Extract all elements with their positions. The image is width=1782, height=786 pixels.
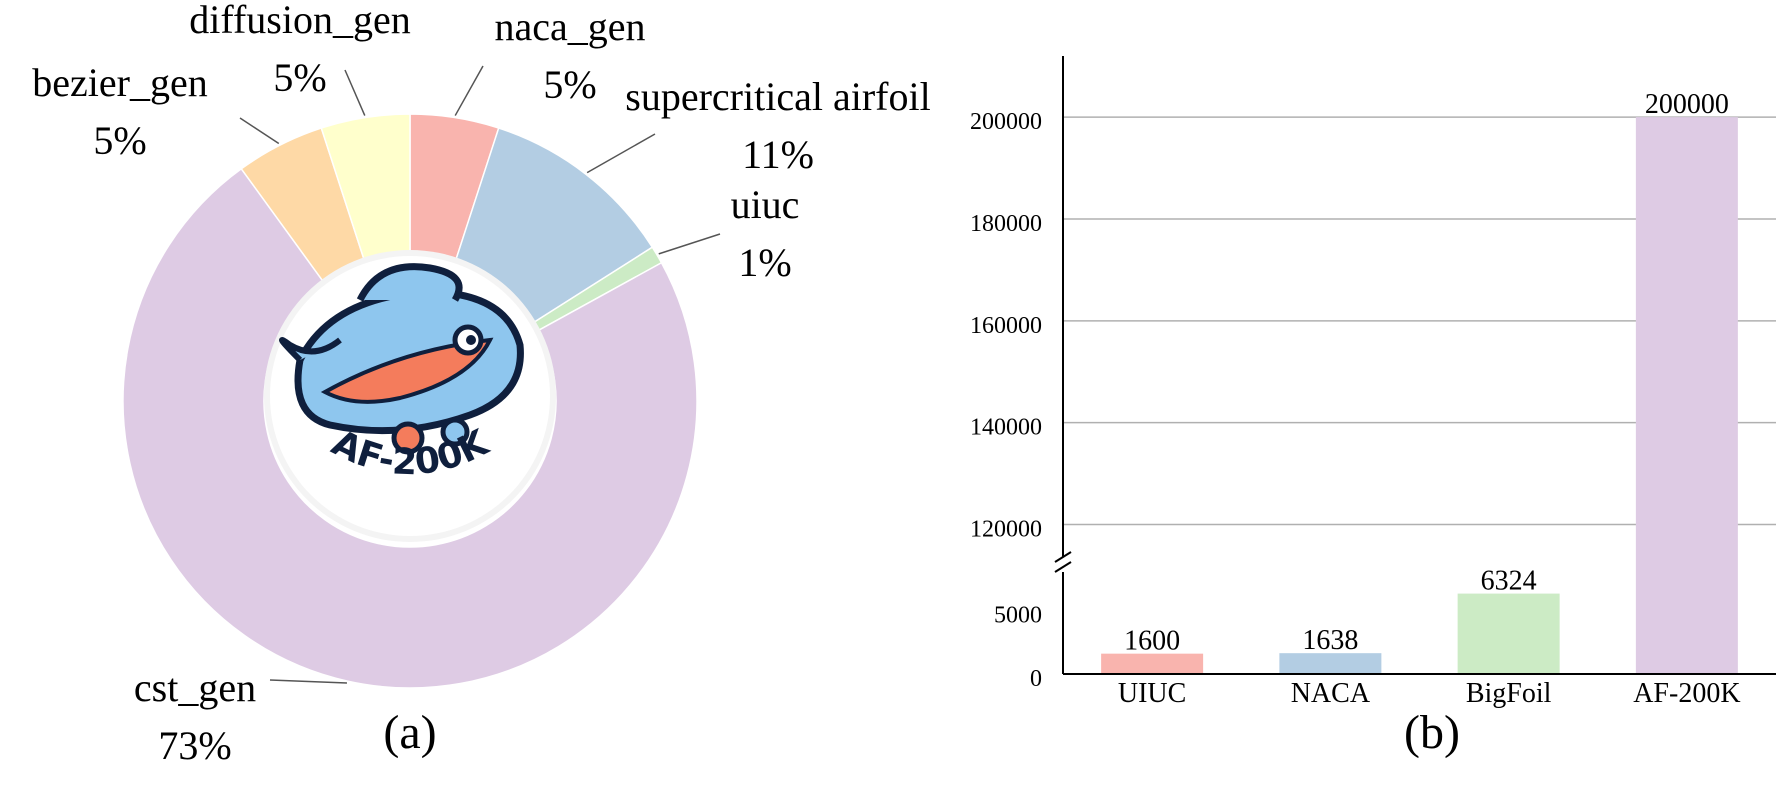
y-tick-label: 0 (1030, 666, 1042, 692)
x-tick-label: BigFoil (1466, 678, 1552, 709)
slice-percent: 73% (158, 723, 231, 768)
bar-value-label: 1638 (1302, 625, 1358, 656)
value-labels: 1600 1638 6324 200000 (1124, 89, 1729, 657)
slice-percent: 5% (273, 55, 326, 100)
y-tick-labels: 120000 140000 160000 180000 200000 0 5000 (970, 109, 1042, 692)
donut-chart: naca_gen 5% supercritical airfoil 11% uiuc 1%… (32, 0, 930, 768)
donut-labels: naca_gen 5% supercritical airfoil 11% uiuc 1%… (32, 0, 930, 768)
axis-break-marks (1054, 551, 1072, 573)
y-tick-label: 140000 (970, 415, 1042, 441)
leader-line (269, 679, 347, 684)
axes (1054, 56, 1776, 675)
bar-naca (1279, 653, 1382, 674)
leader-line (239, 117, 280, 145)
y-tick-label: 160000 (970, 313, 1042, 339)
caption-a: (a) (383, 706, 436, 759)
caption-b: (b) (1404, 706, 1460, 759)
donut-leader-lines (239, 65, 721, 684)
slice-label: diffusion_gen (189, 0, 410, 42)
x-tick-label: AF-200K (1633, 678, 1740, 709)
af200k-logo: AF-200K (264, 250, 556, 542)
bar-af-200k (1635, 117, 1738, 674)
bar-value-label: 1600 (1124, 626, 1180, 657)
donut-slices (122, 113, 698, 689)
slice-label: bezier_gen (32, 60, 207, 105)
leader-line (586, 133, 656, 174)
leader-line (344, 69, 366, 116)
y-tick-label: 200000 (970, 109, 1042, 135)
slice-label: naca_gen (494, 4, 645, 49)
slice-cst_gen (122, 167, 698, 689)
slice-percent: 5% (543, 62, 596, 107)
slice-label: uiuc (731, 182, 800, 227)
bar-chart: 120000 140000 160000 180000 200000 0 5000 UIUC… (970, 56, 1776, 759)
slice-label: cst_gen (134, 665, 256, 710)
x-tick-label: UIUC (1118, 678, 1186, 709)
slice-percent: 1% (738, 240, 791, 285)
bar-bigfoil (1457, 593, 1560, 674)
x-tick-label: NACA (1291, 678, 1371, 709)
y-tick-label: 5000 (994, 602, 1042, 628)
y-tick-label: 120000 (970, 517, 1042, 543)
slice-percent: 11% (742, 132, 814, 177)
leader-line (454, 65, 484, 116)
bar-value-label: 200000 (1645, 89, 1729, 120)
x-tick-labels: UIUC NACA BigFoil AF-200K (1118, 678, 1741, 709)
bar-value-label: 6324 (1481, 566, 1537, 597)
slice-label: supercritical airfoil (625, 74, 930, 119)
y-tick-label: 180000 (970, 211, 1042, 237)
leader-line (658, 233, 721, 255)
slice-percent: 5% (93, 118, 146, 163)
bars (1101, 117, 1738, 674)
bar-uiuc (1101, 653, 1204, 674)
